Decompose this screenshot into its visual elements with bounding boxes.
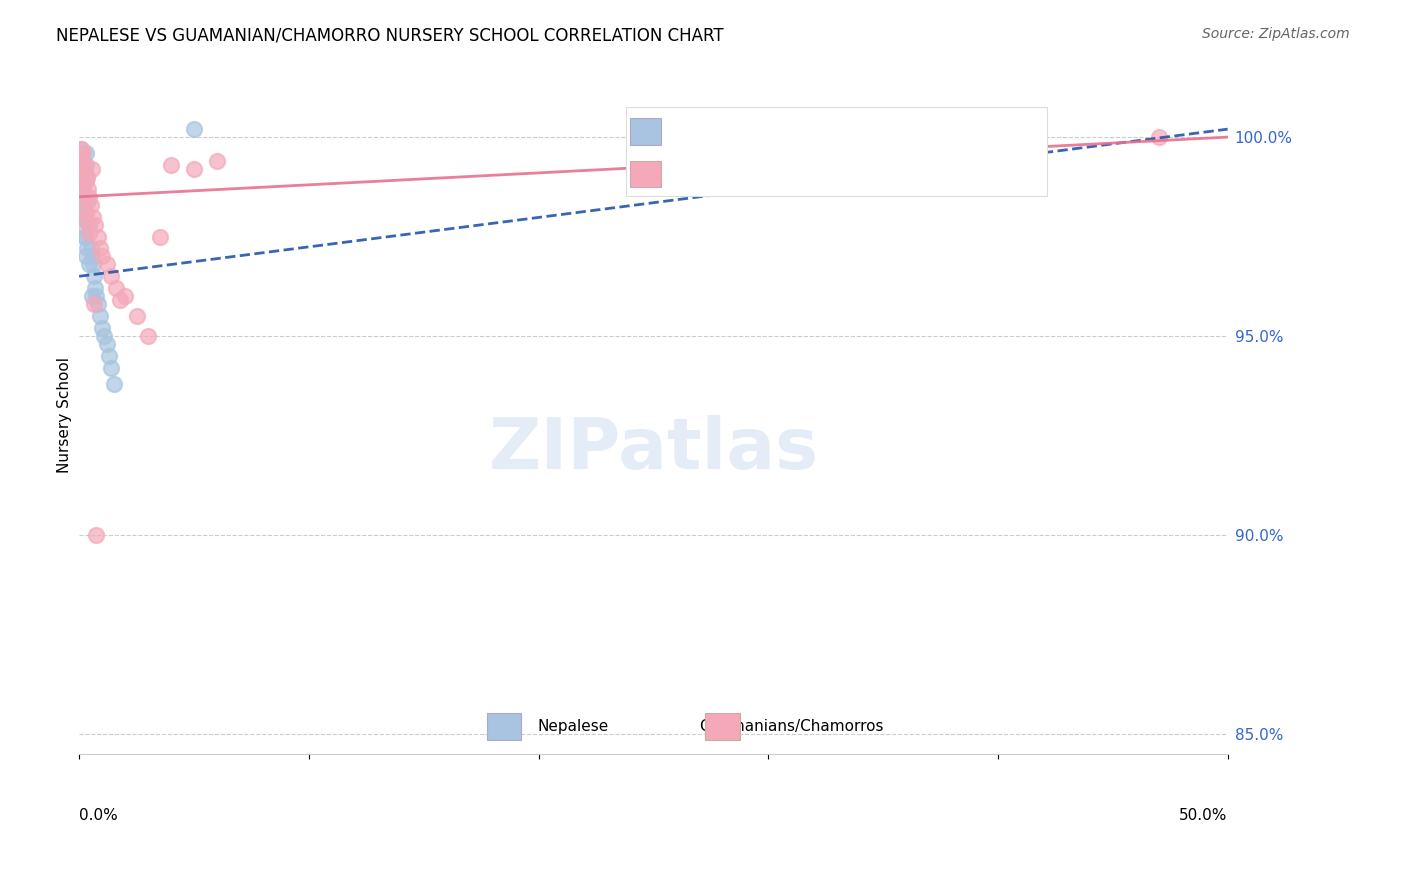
Point — [70, 150, 93, 164]
Point — [72, 210, 94, 224]
Point — [73, 229, 96, 244]
Point — [75, 249, 97, 263]
Point — [69, 153, 91, 168]
Point — [77, 194, 100, 208]
Point — [73, 218, 96, 232]
Point — [125, 309, 148, 323]
Point — [183, 122, 205, 136]
Point — [70, 169, 93, 184]
Point — [86, 297, 108, 311]
Point — [205, 153, 228, 168]
Point — [77, 182, 100, 196]
Point — [82, 257, 104, 271]
Point — [72, 186, 94, 200]
Point — [89, 309, 111, 323]
Point — [73, 194, 96, 208]
Point — [72, 197, 94, 211]
Point — [79, 197, 101, 211]
Point — [82, 210, 104, 224]
Point — [110, 293, 132, 307]
Point — [103, 376, 125, 391]
Point — [86, 289, 108, 303]
Bar — [486, 713, 522, 740]
Point — [84, 218, 107, 232]
Point — [73, 166, 96, 180]
Point — [96, 337, 118, 351]
Point — [70, 169, 93, 184]
Point — [76, 146, 98, 161]
Point — [91, 321, 114, 335]
Point — [84, 281, 107, 295]
Point — [89, 242, 111, 256]
Point — [75, 229, 97, 244]
Point — [183, 161, 205, 176]
Text: Guamanians/Chamorros: Guamanians/Chamorros — [699, 719, 883, 734]
Point — [76, 213, 98, 227]
Text: 50.0%: 50.0% — [1180, 807, 1227, 822]
Text: R =  0.090   N = 37: R = 0.090 N = 37 — [647, 162, 823, 180]
Point — [148, 229, 170, 244]
Point — [72, 146, 94, 161]
Point — [76, 169, 98, 184]
Point — [73, 166, 96, 180]
Y-axis label: Nursery School: Nursery School — [58, 358, 72, 474]
Point — [70, 161, 93, 176]
Bar — [704, 713, 740, 740]
Point — [98, 349, 121, 363]
Point — [76, 242, 98, 256]
Point — [69, 142, 91, 156]
Point — [73, 210, 96, 224]
Point — [100, 360, 122, 375]
Point — [86, 528, 108, 542]
Point — [86, 229, 108, 244]
Point — [70, 186, 93, 200]
Point — [136, 329, 159, 343]
Point — [79, 218, 101, 232]
Point — [83, 269, 105, 284]
Point — [75, 174, 97, 188]
Point — [91, 249, 114, 263]
Point — [75, 158, 97, 172]
Point — [73, 158, 96, 172]
Point — [79, 190, 101, 204]
Text: R =  0.155   N = 40: R = 0.155 N = 40 — [647, 120, 823, 138]
Point — [77, 257, 100, 271]
Point — [72, 178, 94, 192]
Text: NEPALESE VS GUAMANIAN/CHAMORRO NURSERY SCHOOL CORRELATION CHART: NEPALESE VS GUAMANIAN/CHAMORRO NURSERY S… — [56, 27, 724, 45]
Point — [79, 242, 101, 256]
Point — [70, 153, 93, 168]
Point — [70, 142, 93, 156]
Point — [80, 161, 103, 176]
Point — [76, 169, 98, 184]
Point — [100, 269, 122, 284]
Point — [1147, 130, 1170, 145]
Point — [114, 289, 136, 303]
Point — [77, 226, 100, 240]
Text: Source: ZipAtlas.com: Source: ZipAtlas.com — [1202, 27, 1350, 41]
Point — [72, 190, 94, 204]
Point — [69, 150, 91, 164]
Point — [160, 158, 183, 172]
Text: 0.0%: 0.0% — [79, 807, 118, 822]
Point — [70, 174, 93, 188]
Text: Nepalese: Nepalese — [537, 719, 609, 734]
Text: ZIPatlas: ZIPatlas — [488, 415, 818, 483]
Point — [96, 257, 118, 271]
Point — [104, 281, 127, 295]
Point — [83, 297, 105, 311]
Point — [80, 249, 103, 263]
Point — [75, 205, 97, 219]
Point — [93, 329, 115, 343]
Point — [82, 289, 104, 303]
